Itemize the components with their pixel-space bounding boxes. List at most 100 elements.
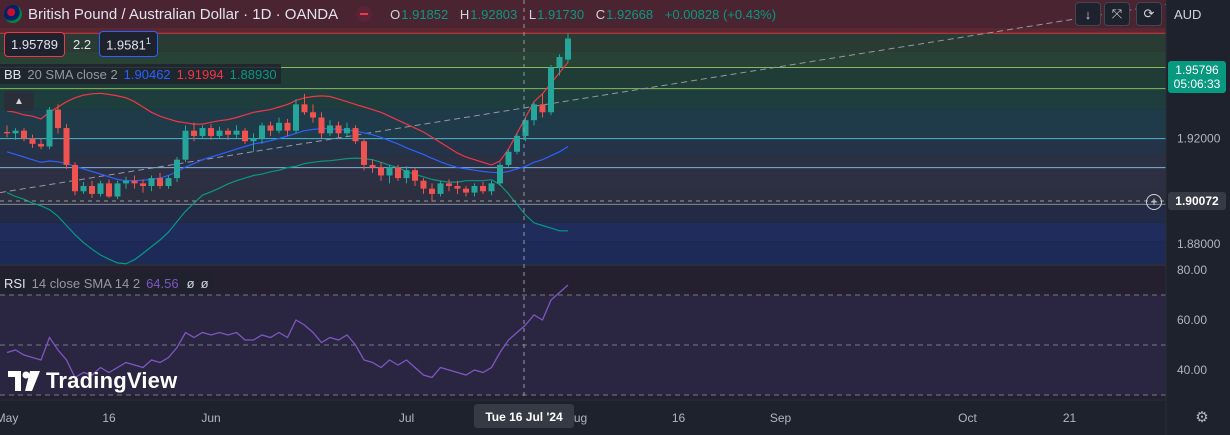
candle bbox=[505, 151, 512, 165]
candle bbox=[403, 170, 410, 179]
add-alert-plus-icon[interactable]: + bbox=[1146, 194, 1162, 210]
candle bbox=[140, 183, 146, 186]
candle bbox=[259, 125, 265, 139]
zone-band bbox=[0, 109, 1166, 139]
candle bbox=[182, 130, 189, 160]
bollinger-bands bbox=[6, 61, 569, 265]
candle bbox=[327, 125, 333, 134]
high-value: 1.92803 bbox=[470, 6, 518, 22]
candle bbox=[318, 117, 325, 134]
candle bbox=[429, 188, 435, 194]
candle bbox=[72, 164, 78, 192]
candle bbox=[539, 104, 546, 113]
candle bbox=[21, 130, 27, 139]
rsi-value: 64.56 bbox=[146, 275, 179, 291]
ask-price: 1.9581 bbox=[106, 37, 146, 53]
bb-upper-line bbox=[6, 61, 569, 166]
crosshair-price-label: 1.90072 bbox=[1168, 192, 1226, 210]
candle bbox=[514, 135, 520, 152]
candle bbox=[420, 180, 427, 189]
rsi-na-2: ø bbox=[200, 275, 209, 291]
scroll-down-button[interactable]: ↓ bbox=[1075, 2, 1101, 26]
candle bbox=[157, 178, 163, 186]
dashed-trend-line bbox=[0, 3, 1167, 194]
bb-basis-line bbox=[6, 128, 569, 182]
rsi-params: 14 close SMA 14 2 bbox=[31, 275, 141, 291]
candle bbox=[97, 183, 104, 194]
candle bbox=[242, 130, 248, 142]
rsi-tick-label: 80.00 bbox=[1177, 263, 1207, 277]
candle bbox=[293, 104, 299, 131]
candle bbox=[55, 109, 61, 129]
candle bbox=[216, 130, 223, 136]
candle bbox=[548, 67, 554, 113]
zone-band bbox=[0, 51, 1166, 68]
bb-lower-line bbox=[6, 157, 568, 265]
candle bbox=[148, 178, 155, 186]
candle bbox=[165, 178, 172, 186]
candle bbox=[437, 183, 444, 194]
candle bbox=[454, 186, 461, 189]
trend-line[interactable] bbox=[0, 3, 1167, 194]
candle bbox=[4, 132, 10, 134]
market-closed-icon[interactable] bbox=[356, 6, 373, 22]
bb-legend[interactable]: BB 20 SMA close 2 1.90462 1.91994 1.8893… bbox=[0, 64, 281, 84]
zone-band bbox=[0, 138, 1166, 156]
candle bbox=[556, 56, 563, 68]
ask-superscript: 1 bbox=[145, 36, 151, 46]
time-tick-label: 16 bbox=[102, 411, 116, 425]
candle bbox=[233, 130, 240, 135]
collapse-button[interactable]: ⤧ bbox=[1104, 2, 1130, 26]
reset-view-button[interactable]: ⟳ bbox=[1136, 2, 1162, 26]
last-price-value: 1.95796 bbox=[1175, 63, 1219, 77]
rsi-line bbox=[6, 284, 569, 379]
buy-button[interactable]: 1.95811 bbox=[99, 31, 158, 58]
candlestick-series bbox=[4, 33, 571, 202]
candle bbox=[38, 143, 44, 147]
candle bbox=[386, 167, 393, 176]
candle bbox=[565, 38, 571, 60]
open-value: 1.91852 bbox=[401, 6, 449, 22]
time-tick-label: Jul bbox=[399, 411, 414, 425]
time-tick-label: 16 bbox=[672, 411, 686, 425]
symbol-title[interactable]: British Pound / Australian Dollar · 1D ·… bbox=[28, 5, 339, 23]
sell-button[interactable]: 1.95789 bbox=[4, 31, 65, 57]
rsi-legend[interactable]: RSI 14 close SMA 14 2 64.56 ø ø bbox=[0, 273, 213, 293]
low-value: 1.91730 bbox=[537, 6, 585, 22]
collapse-arrows-icon: ⤧ bbox=[1111, 6, 1123, 21]
currency-selector[interactable]: AUD bbox=[1170, 2, 1226, 26]
zone-band bbox=[0, 155, 1166, 168]
close-value: 1.92668 bbox=[606, 6, 654, 22]
collapse-legend-button[interactable]: ▲ bbox=[4, 91, 34, 111]
candle bbox=[344, 128, 350, 134]
candle bbox=[335, 125, 342, 134]
settings-gear-icon[interactable]: ⚙ bbox=[1195, 409, 1209, 426]
candle bbox=[522, 120, 529, 136]
candle bbox=[531, 104, 537, 121]
time-tick-label: 21 bbox=[1063, 411, 1077, 425]
zone-band bbox=[0, 167, 1166, 186]
bb-name: BB bbox=[4, 66, 22, 82]
candle bbox=[106, 183, 112, 197]
candle bbox=[480, 186, 486, 192]
price-tick-label: 1.88000 bbox=[1177, 237, 1221, 251]
chevron-up-icon: ▲ bbox=[14, 95, 24, 107]
candle bbox=[114, 183, 121, 197]
candle bbox=[12, 130, 19, 134]
candle bbox=[174, 159, 180, 179]
candle bbox=[267, 125, 274, 131]
time-tick-label: Jun bbox=[201, 411, 220, 425]
rsi-band bbox=[0, 295, 1166, 395]
crosshair bbox=[0, 0, 1166, 400]
rsi-pane bbox=[6, 284, 569, 379]
bb-basis-value: 1.90462 bbox=[123, 66, 171, 82]
bid-ask-panel: 1.95789 2.2 1.95811 bbox=[4, 31, 158, 58]
candle bbox=[412, 170, 418, 181]
candle bbox=[225, 130, 231, 135]
candle bbox=[250, 138, 257, 142]
candle bbox=[131, 180, 138, 184]
candle bbox=[63, 128, 70, 165]
refresh-icon: ⟳ bbox=[1143, 6, 1155, 21]
